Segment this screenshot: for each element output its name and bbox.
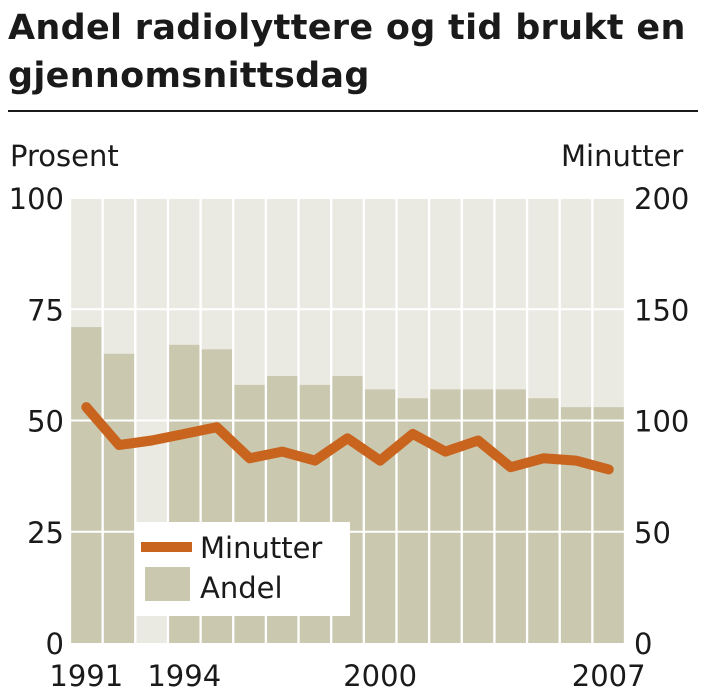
y-right-axis-label: Minutter xyxy=(561,139,683,173)
bar-2003 xyxy=(462,389,494,643)
bar-2002 xyxy=(430,389,461,643)
bar-2007 xyxy=(593,407,625,643)
bar-2004 xyxy=(495,389,527,643)
y-left-tick-0: 0 xyxy=(46,627,64,661)
y-right-tick-150: 150 xyxy=(634,293,689,327)
title-rule xyxy=(8,110,698,112)
y-left-tick-75: 75 xyxy=(27,293,64,327)
x-tick-2000: 2000 xyxy=(343,659,417,693)
y-right-tick-100: 100 xyxy=(634,405,689,439)
y-left-tick-25: 25 xyxy=(27,516,64,550)
bar-1991 xyxy=(70,327,102,643)
y-right-tick-200: 200 xyxy=(634,182,689,216)
legend-swatch-andel xyxy=(145,567,190,601)
y-left-tick-50: 50 xyxy=(27,405,64,439)
bar-1992 xyxy=(103,353,135,643)
bar-2000 xyxy=(364,389,396,643)
bar-2005 xyxy=(527,398,559,643)
y-right-tick-0: 0 xyxy=(634,627,652,661)
x-tick-1991: 1991 xyxy=(49,659,123,693)
x-tick-2007: 2007 xyxy=(572,659,646,693)
line-layer xyxy=(81,402,614,475)
y-right-tick-50: 50 xyxy=(634,516,671,550)
legend-label-minutter: Minutter xyxy=(200,531,322,565)
legend: Minutter Andel xyxy=(136,522,350,616)
axes-layer: Prosent Minutter 0 25 50 75 100 0 50 100 150 200 199… xyxy=(9,139,690,693)
chart-title: Andel radiolyttere og tid brukt en gjenn… xyxy=(8,8,686,96)
legend-label-andel: Andel xyxy=(200,571,283,605)
y-left-tick-100: 100 xyxy=(9,182,64,216)
y-left-axis-label: Prosent xyxy=(10,139,119,173)
x-tick-1994: 1994 xyxy=(147,659,221,693)
bar-2006 xyxy=(560,407,592,643)
